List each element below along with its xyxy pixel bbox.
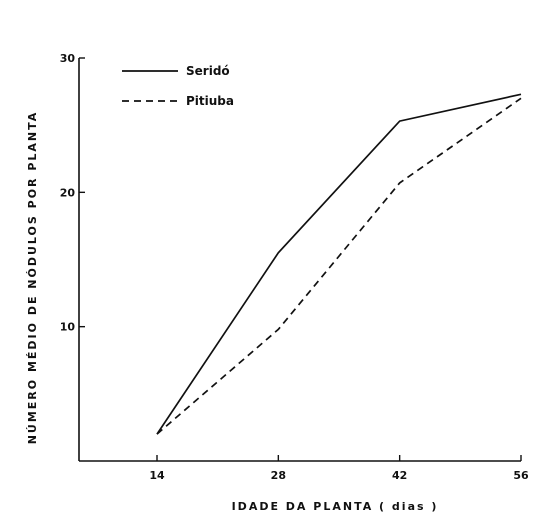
y-axis-title: NÚMERO MÉDIO DE NÓDULOS POR PLANTA — [26, 111, 39, 445]
legend: Seridó Pitiuba — [122, 64, 234, 108]
y-tick-label: 30 — [60, 52, 76, 65]
y-tick-label: 10 — [60, 321, 76, 334]
x-tick-label: 56 — [513, 469, 529, 482]
series-line-pitiuba — [156, 97, 522, 435]
legend-label: Pitiuba — [186, 94, 234, 108]
y-tick-label: 20 — [60, 186, 76, 199]
x-axis-title: IDADE DA PLANTA ( dias ) — [232, 500, 439, 513]
x-tick-label: 42 — [392, 469, 407, 482]
legend-label: Seridó — [186, 64, 230, 78]
axes: 14 28 42 56 10 20 30 — [60, 52, 529, 482]
x-tick-label: 28 — [271, 469, 286, 482]
series-layer — [156, 93, 522, 435]
x-tick-label: 14 — [149, 469, 165, 482]
series-line-serid- — [156, 93, 522, 435]
